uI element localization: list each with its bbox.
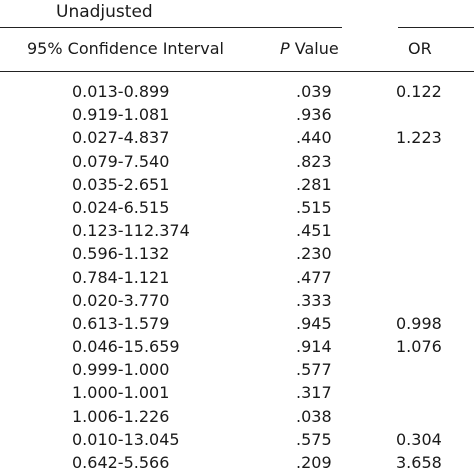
or-cell: 1.223 — [396, 128, 442, 148]
p-value-cell: .333 — [296, 290, 332, 310]
table-row: 0.999-1.000 .577 — [0, 358, 474, 381]
p-value-cell: .230 — [296, 244, 332, 264]
table-row: 0.013-0.899 .039 0.122 — [0, 80, 474, 103]
p-value-cell: .823 — [296, 151, 332, 171]
p-value-cell: .281 — [296, 174, 332, 194]
ci-cell: 0.046-15.659 — [72, 337, 180, 357]
table-row: 0.784-1.121 .477 — [0, 266, 474, 289]
p-value-cell: .477 — [296, 267, 332, 287]
ci-cell: 0.020-3.770 — [72, 290, 170, 310]
or-cell: 1.076 — [396, 337, 442, 357]
or-cell: 0.304 — [396, 429, 442, 449]
column-header-ci: 95% Confidence Interval — [27, 39, 224, 58]
p-value-cell: .936 — [296, 105, 332, 125]
column-header-or: OR — [408, 39, 432, 58]
p-value-cell: .914 — [296, 337, 332, 357]
table-row: 0.123-112.374 .451 — [0, 219, 474, 242]
p-value-cell: .575 — [296, 429, 332, 449]
table-row: 1.006-1.226 .038 — [0, 405, 474, 428]
ci-cell: 0.642-5.566 — [72, 453, 170, 472]
p-value-cell: .945 — [296, 313, 332, 333]
or-cell: 3.658 — [396, 453, 442, 472]
p-value-italic-p: P — [280, 39, 290, 58]
p-value-cell: .039 — [296, 82, 332, 101]
ci-cell: 0.784-1.121 — [72, 267, 170, 287]
p-value-cell: .038 — [296, 406, 332, 426]
ci-cell: 1.000-1.001 — [72, 383, 170, 403]
ci-cell: 0.024-6.515 — [72, 197, 170, 217]
ci-cell: 0.613-1.579 — [72, 313, 170, 333]
ci-cell: 0.027-4.837 — [72, 128, 170, 148]
ci-cell: 0.010-13.045 — [72, 429, 180, 449]
ci-cell: 0.999-1.000 — [72, 360, 170, 380]
ci-cell: 0.035-2.651 — [72, 174, 170, 194]
p-value-cell: .577 — [296, 360, 332, 380]
p-value-cell: .317 — [296, 383, 332, 403]
ci-cell: 0.079-7.540 — [72, 151, 170, 171]
or-cell: 0.122 — [396, 82, 442, 101]
table-row: 0.027-4.837 .440 1.223 — [0, 126, 474, 149]
table-row: 0.020-3.770 .333 — [0, 289, 474, 312]
p-value-label-rest: Value — [289, 39, 339, 58]
p-value-cell: .451 — [296, 221, 332, 241]
table-row: 0.919-1.081 .936 — [0, 103, 474, 126]
p-value-cell: .515 — [296, 197, 332, 217]
or-cell: 0.998 — [396, 313, 442, 333]
ci-cell: 0.919-1.081 — [72, 105, 170, 125]
p-value-cell: .209 — [296, 453, 332, 472]
column-header-bottom-rule — [0, 71, 474, 72]
ci-cell: 0.123-112.374 — [72, 221, 190, 241]
unadjusted-header-rule — [0, 27, 342, 28]
ci-cell: 0.596-1.132 — [72, 244, 170, 264]
unadjusted-group-title: Unadjusted — [56, 2, 153, 22]
table-row: 0.035-2.651 .281 — [0, 173, 474, 196]
table-row: 0.642-5.566 .209 3.658 — [0, 451, 474, 474]
table-row: 1.000-1.001 .317 — [0, 381, 474, 404]
or-group-header-rule — [398, 27, 474, 28]
table-row: 0.024-6.515 .515 — [0, 196, 474, 219]
p-value-cell: .440 — [296, 128, 332, 148]
ci-cell: 0.013-0.899 — [72, 82, 170, 101]
table-row: 0.046-15.659 .914 1.076 — [0, 335, 474, 358]
table-row: 0.010-13.045 .575 0.304 — [0, 428, 474, 451]
table-row: 0.613-1.579 .945 0.998 — [0, 312, 474, 335]
table-row: 0.079-7.540 .823 — [0, 150, 474, 173]
table-row: 0.596-1.132 .230 — [0, 242, 474, 265]
table-body: 0.013-0.899.039 0.122 0.919-1.081.936 0.027… — [0, 80, 474, 474]
column-header-p-value: P Value — [280, 38, 339, 60]
ci-cell: 1.006-1.226 — [72, 406, 170, 426]
